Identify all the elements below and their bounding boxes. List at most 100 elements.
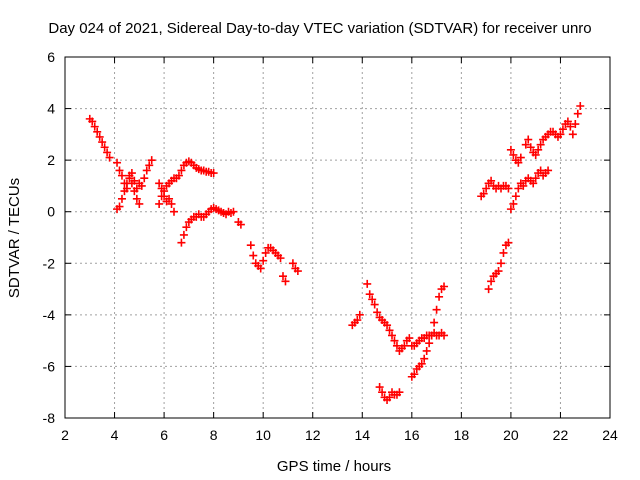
data-point [88,117,97,126]
series-arc-a [85,114,114,162]
data-point [157,184,166,193]
data-point [516,153,525,162]
series-arc-b [113,156,156,193]
y-tick-label: -4 [43,307,56,323]
data-point [536,166,545,175]
data-point [566,122,575,131]
series-arc-g [246,241,285,273]
data-point [544,166,553,175]
x-tick-label: 4 [111,427,119,443]
data-point [363,279,372,288]
data-point [373,308,382,317]
data-point [558,125,567,134]
data-point [504,184,513,193]
data-point [400,341,409,350]
data-point [417,359,426,368]
data-point [425,339,434,348]
data-point [117,171,126,180]
data-point [355,310,364,319]
series-arc-i [348,310,364,330]
data-layer [85,101,585,404]
x-axis-title: GPS time / hours [277,458,391,475]
data-point [484,285,493,294]
data-point [125,171,134,180]
data-point [479,189,488,198]
data-point [249,251,258,260]
data-point [98,138,107,147]
series-arc-e [155,179,178,216]
data-point [132,194,141,203]
data-point [155,199,164,208]
data-point [115,166,124,175]
data-point [571,120,580,129]
data-point [160,192,169,201]
data-point [506,145,515,154]
data-point [531,174,540,183]
data-point [509,199,518,208]
data-point [563,117,572,126]
data-point [511,192,520,201]
series-arc-j [363,279,416,355]
data-point [576,101,585,110]
data-point [145,161,154,170]
data-point [246,241,255,250]
data-point [281,277,290,286]
series-arc-o [484,238,513,294]
y-tick-label: 0 [47,204,55,220]
data-point [385,326,394,335]
data-point [531,150,540,159]
series-arc-m [410,328,449,350]
data-point [524,135,533,144]
grid-layer [65,57,610,418]
data-point [378,388,387,397]
data-point [103,148,112,157]
series-arc-p [506,166,553,214]
y-tick-label: 6 [47,49,55,65]
y-tick-label: -2 [43,255,56,271]
data-point [256,264,265,273]
x-tick-label: 20 [503,427,519,443]
y-axis-title: SDTVAR / TECUs [6,178,23,298]
x-tick-label: 14 [354,427,370,443]
y-tick-label: 2 [47,152,55,168]
data-point [422,346,431,355]
data-point [487,176,496,185]
data-point [568,130,577,139]
data-point [165,194,174,203]
data-point [115,202,124,211]
data-point [127,179,136,188]
data-point [113,158,122,167]
data-point [279,272,287,281]
data-point [117,194,126,203]
series-arc-k [375,383,404,404]
data-point [385,393,394,402]
data-point [236,220,245,229]
data-point [514,158,523,167]
data-point [120,187,129,196]
data-point [90,122,99,131]
x-tick-label: 24 [602,427,618,443]
data-point [177,166,186,175]
data-point [430,318,439,327]
data-point [167,199,176,208]
data-point [353,316,362,325]
data-point [497,259,505,268]
data-point [259,256,268,265]
x-tick-label: 16 [404,427,420,443]
y-tick-label: -6 [43,358,56,374]
data-point [229,207,238,216]
series-arc-n [477,176,513,201]
data-point [375,383,384,392]
series-arc-f [177,203,245,247]
data-point [130,187,139,196]
x-tick-label: 2 [61,427,69,443]
series-arc-c [113,171,144,214]
data-point [288,259,297,268]
data-point [182,223,191,232]
data-point [410,370,419,379]
data-point [440,282,449,291]
x-tick-label: 12 [305,427,321,443]
